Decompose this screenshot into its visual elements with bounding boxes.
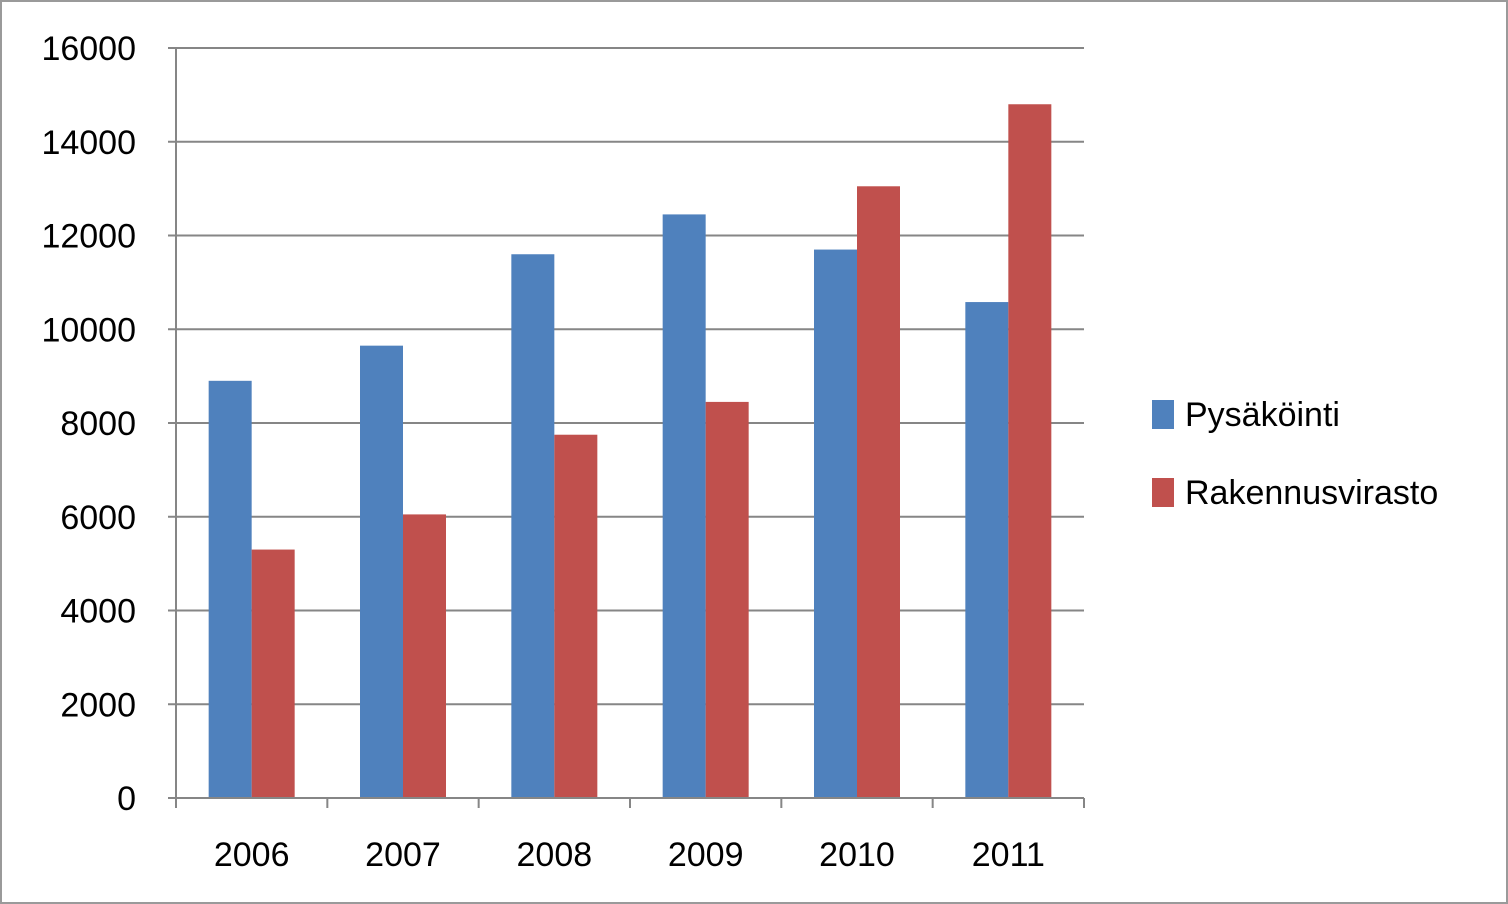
legend-swatch [1152, 478, 1174, 507]
bar-rakennusvirasto-2006 [251, 549, 295, 798]
x-tick-label: 2009 [668, 836, 744, 874]
bar-rakennusvirasto-2010 [857, 186, 900, 798]
bar-rakennusvirasto-2009 [705, 401, 749, 798]
y-tick-label: 10000 [41, 311, 136, 349]
legend-label: Pysäköinti [1185, 396, 1340, 434]
gridlines [176, 47, 1084, 706]
bar-pysäköinti-2007 [360, 345, 403, 798]
axes [168, 47, 1085, 808]
x-tick-label: 2007 [365, 836, 441, 874]
bar-rakennusvirasto-2007 [403, 514, 446, 798]
legend-swatch [1152, 400, 1174, 429]
y-tick-label: 8000 [60, 405, 136, 443]
legend-label: Rakennusvirasto [1185, 474, 1438, 512]
bar-pysäköinti-2009 [662, 214, 706, 798]
y-tick-label: 14000 [41, 124, 136, 162]
bars [208, 104, 1052, 798]
y-axis-labels: 0 2000 4000 6000 8000 10000 12000 14000 16000 [41, 30, 136, 818]
bar-pysäköinti-2011 [965, 302, 1009, 798]
bar-rakennusvirasto-2011 [1008, 104, 1052, 798]
bar-pysäköinti-2010 [814, 249, 857, 798]
y-tick-label: 12000 [41, 218, 136, 256]
legend: Pysäköinti Rakennusvirasto [1152, 396, 1438, 512]
y-tick-label: 0 [117, 780, 136, 818]
x-tick-label: 2008 [517, 836, 593, 874]
x-tick-label: 2010 [819, 836, 895, 874]
y-tick-label: 16000 [41, 30, 136, 68]
bar-pysäköinti-2008 [511, 254, 555, 798]
x-axis-labels: 2006 2007 2008 2009 2010 2011 [214, 836, 1045, 874]
x-tick-label: 2006 [214, 836, 290, 874]
y-tick-label: 4000 [60, 593, 136, 631]
bar-pysäköinti-2006 [208, 380, 252, 798]
y-tick-label: 2000 [60, 686, 136, 724]
x-tick-label: 2011 [972, 836, 1045, 874]
y-tick-label: 6000 [60, 499, 136, 537]
bar-rakennusvirasto-2008 [554, 434, 598, 798]
